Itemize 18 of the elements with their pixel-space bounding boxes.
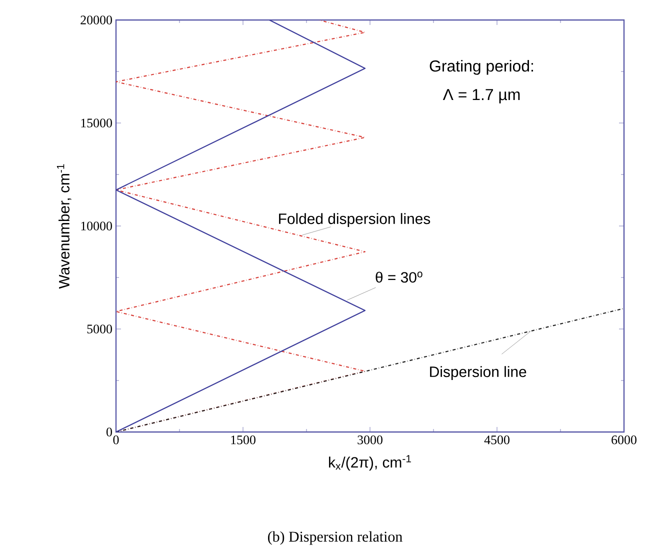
y-tick-label: 0: [106, 428, 112, 436]
x-tick-label: 3000: [358, 436, 382, 444]
x-axis-title: k$_{x}$/(2π), cm$^{-1}$: [329, 455, 411, 471]
y-axis-title: Wavenumber, cm$^{-1}$: [56, 164, 72, 289]
y-tick-label: 15000: [81, 118, 112, 128]
annotation: Grating period:: [430, 60, 533, 75]
x-tick-label: 6000: [612, 436, 636, 444]
x-tick-label: 4500: [484, 436, 510, 444]
x-tick-label: 0: [113, 436, 119, 444]
annotation: Λ = 1.7 µm: [442, 89, 520, 104]
y-tick-label: 5000: [87, 324, 112, 334]
y-tick-label: 10000: [81, 222, 112, 230]
annotation: Folded dispersion lines: [279, 213, 430, 228]
annotation: θ = 30$^{o}$: [376, 272, 422, 283]
annotation: Dispersion line: [430, 366, 526, 380]
x-tick-label: 1500: [231, 436, 256, 444]
y-tick-label: 20000: [80, 16, 112, 24]
text: (b) Dispersion relation: [268, 531, 402, 545]
